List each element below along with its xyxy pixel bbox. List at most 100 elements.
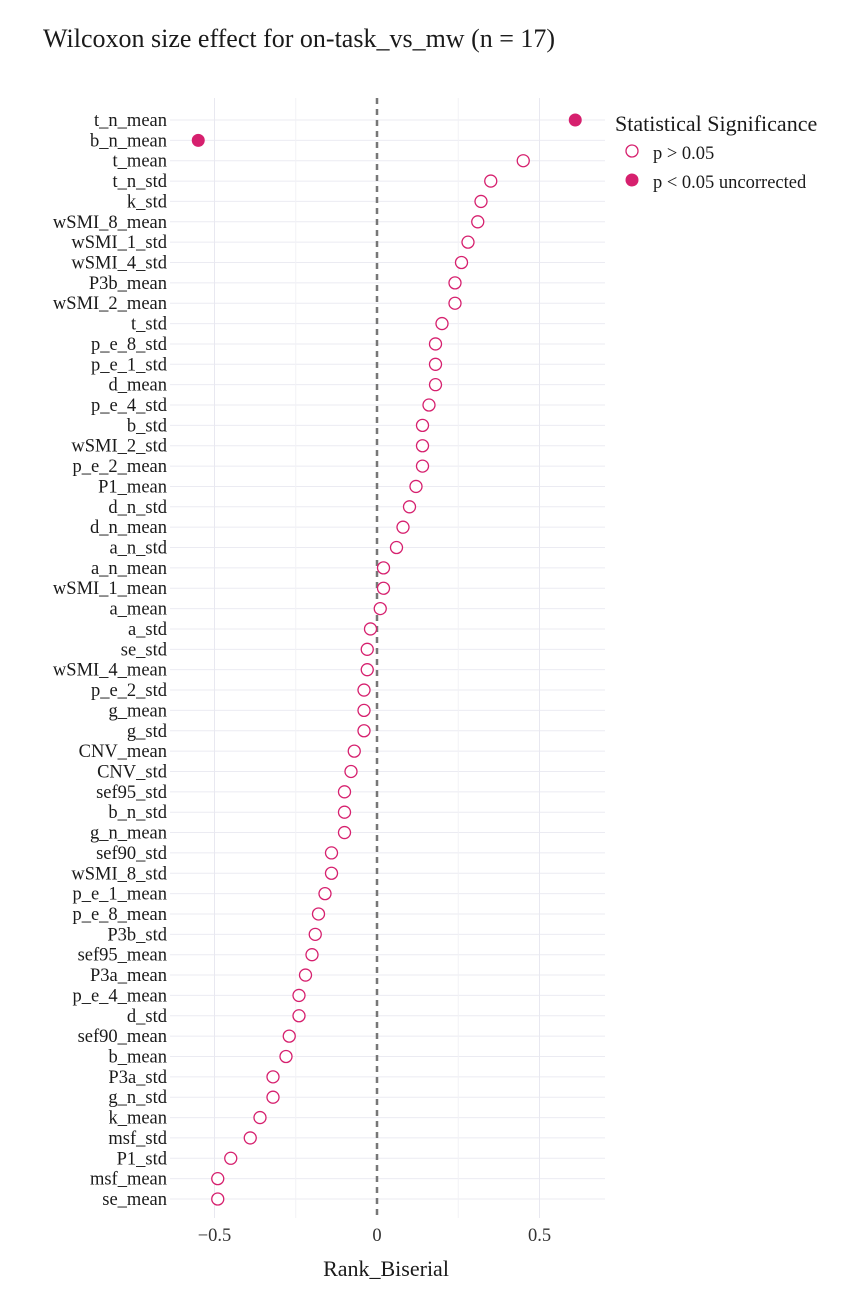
data-point	[292, 988, 306, 1003]
y-tick-label: g_n_std	[108, 1088, 167, 1108]
y-tick-label: d_n_mean	[90, 518, 167, 538]
data-point	[357, 683, 371, 697]
data-point	[305, 948, 319, 962]
y-tick-label: se_std	[121, 640, 168, 660]
data-point	[298, 968, 313, 982]
data-point	[311, 907, 326, 921]
y-tick-label: P1_std	[117, 1149, 168, 1169]
legend-label-significant: p < 0.05 uncorrected	[653, 173, 807, 193]
y-tick-label: wSMI_4_std	[71, 254, 167, 274]
x-axis-title: Rank_Biserial	[323, 1256, 449, 1281]
data-point	[279, 1049, 293, 1064]
x-axis-ticks: −0.5 0 0.5	[198, 1226, 551, 1246]
y-tick-label: p_e_1_std	[91, 355, 168, 375]
y-tick-label: p_e_8_std	[91, 335, 168, 355]
y-tick-label: CNV_mean	[79, 742, 167, 762]
data-point	[461, 235, 475, 249]
data-point	[324, 846, 339, 860]
data-point	[324, 866, 339, 880]
x-tick-label: −0.5	[198, 1226, 232, 1246]
y-tick-label: b_n_std	[108, 803, 167, 823]
y-tick-label: wSMI_8_std	[71, 864, 167, 884]
data-points	[191, 113, 582, 1206]
data-point	[471, 215, 485, 229]
y-tick-label: wSMI_2_std	[71, 437, 167, 457]
data-point	[224, 1151, 238, 1165]
data-point	[428, 357, 443, 371]
y-tick-label: p_e_4_std	[91, 396, 168, 416]
y-tick-label: CNV_std	[97, 762, 168, 782]
data-point	[409, 479, 423, 494]
data-point	[376, 581, 391, 595]
data-point	[516, 154, 530, 168]
data-point	[360, 642, 374, 656]
data-point	[415, 439, 430, 453]
legend-open-marker	[625, 144, 639, 158]
data-point	[484, 174, 498, 188]
y-tick-label: wSMI_8_mean	[53, 213, 167, 233]
y-tick-label: p_e_1_mean	[72, 885, 167, 905]
data-point	[435, 316, 449, 331]
x-tick-label: 0.5	[528, 1226, 551, 1246]
data-point	[337, 805, 352, 819]
y-tick-label: sef90_std	[96, 844, 168, 864]
data-point	[308, 927, 322, 941]
y-tick-label: P3b_mean	[89, 274, 167, 294]
y-tick-label: se_mean	[102, 1190, 167, 1210]
y-tick-label: d_std	[127, 1007, 168, 1027]
y-tick-label: a_mean	[109, 600, 167, 620]
data-point	[402, 500, 417, 514]
y-tick-label: a_n_mean	[91, 559, 167, 579]
data-point	[211, 1192, 225, 1206]
data-point	[373, 601, 387, 616]
y-tick-label: t_mean	[113, 152, 167, 172]
y-tick-label: P3a_mean	[90, 966, 167, 986]
chart-title: Wilcoxon size effect for on-task_vs_mw (…	[43, 24, 556, 53]
data-point	[474, 194, 488, 209]
y-tick-label: p_e_4_mean	[72, 986, 167, 1006]
y-tick-label: g_mean	[108, 701, 167, 721]
y-tick-label: p_e_2_std	[91, 681, 168, 701]
data-point	[454, 255, 469, 270]
data-point	[344, 764, 358, 779]
y-tick-label: sef95_mean	[78, 946, 167, 966]
data-point	[266, 1090, 280, 1104]
data-point	[415, 459, 430, 473]
data-point	[360, 663, 374, 677]
data-point	[318, 886, 332, 901]
data-point	[357, 724, 371, 738]
data-point	[363, 622, 378, 636]
grid-lines	[170, 98, 605, 1218]
data-point	[389, 540, 404, 555]
y-tick-label: sef90_mean	[78, 1027, 167, 1047]
data-point	[211, 1171, 225, 1186]
y-tick-label: msf_std	[108, 1129, 167, 1149]
y-tick-label: wSMI_4_mean	[53, 661, 167, 681]
data-point	[422, 398, 436, 412]
legend-title: Statistical Significance	[615, 111, 817, 136]
data-point	[253, 1110, 267, 1125]
y-axis-labels: t_n_meanb_n_meant_meant_n_stdk_stdwSMI_8…	[53, 111, 168, 1210]
x-tick-label: 0	[372, 1226, 381, 1246]
y-tick-label: t_n_mean	[94, 111, 167, 131]
y-tick-label: p_e_8_mean	[72, 905, 167, 925]
data-point	[448, 296, 462, 310]
data-point	[337, 785, 352, 799]
y-tick-label: b_mean	[108, 1047, 167, 1067]
data-point	[428, 378, 443, 392]
y-tick-label: sef95_std	[96, 783, 168, 803]
y-tick-label: d_n_std	[108, 498, 167, 518]
data-point	[243, 1131, 257, 1145]
y-tick-label: p_e_2_mean	[72, 457, 167, 477]
y-tick-label: a_n_std	[109, 539, 167, 559]
data-point	[448, 276, 462, 290]
y-tick-label: P3a_std	[108, 1068, 167, 1088]
data-point	[357, 703, 371, 718]
legend: Statistical Significance p > 0.05 p < 0.…	[615, 111, 817, 193]
y-tick-label: b_std	[127, 416, 168, 436]
data-point-significant	[191, 133, 205, 147]
y-tick-label: a_std	[128, 620, 168, 640]
y-tick-label: wSMI_1_mean	[53, 579, 167, 599]
data-point	[347, 744, 361, 758]
